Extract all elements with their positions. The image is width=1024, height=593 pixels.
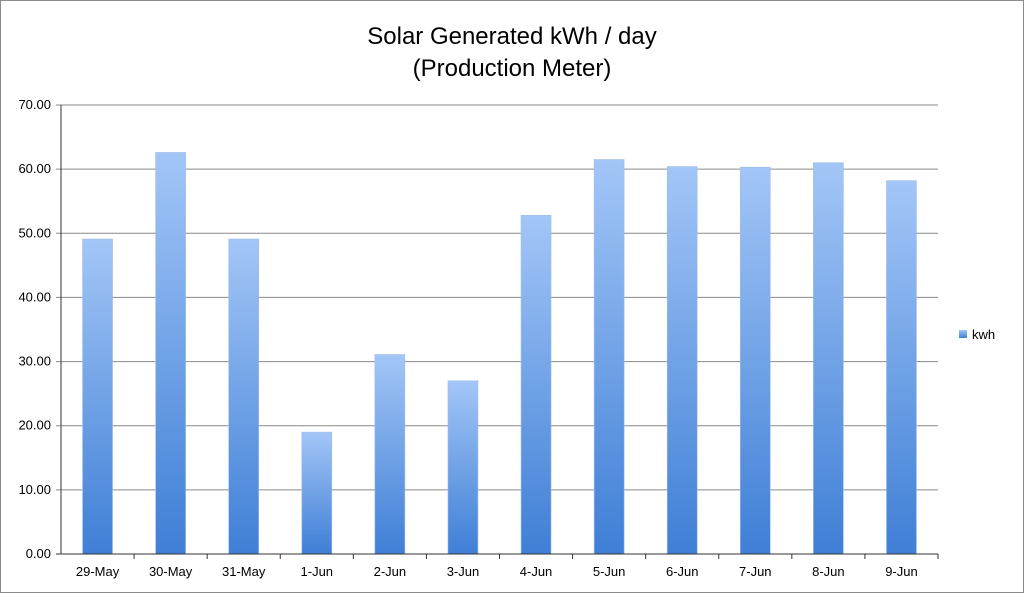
x-tick-label: 7-Jun (739, 564, 772, 579)
x-tick-label: 29-May (76, 564, 120, 579)
x-tick-label: 4-Jun (520, 564, 553, 579)
legend: kwh (959, 327, 995, 342)
gridlines (56, 104, 938, 555)
x-tick-label: 5-Jun (593, 564, 626, 579)
chart-subtitle: (Production Meter) (412, 55, 612, 82)
chart-title-block: Solar Generated kWh / day (Production Me… (1, 21, 1023, 85)
x-tick-label: 3-Jun (447, 564, 480, 579)
x-tick-label: 30-May (149, 564, 193, 579)
bar (593, 159, 625, 555)
legend-label: kwh (972, 327, 995, 342)
x-tick-label: 9-Jun (885, 564, 918, 579)
legend-swatch (959, 330, 967, 338)
x-tick-label: 8-Jun (812, 564, 845, 579)
x-tick-label: 2-Jun (374, 564, 407, 579)
y-tick-label: 30.00 (18, 354, 51, 369)
bar (666, 166, 698, 555)
chart-title: Solar Generated kWh / day (367, 23, 657, 50)
bar (447, 380, 479, 555)
x-axis-tick-labels: 29-May 30-May 31-May 1-Jun 2-Jun 3-Jun 4-Jun 5-… (76, 554, 939, 579)
y-tick-label: 10.00 (18, 482, 51, 497)
axes (56, 105, 938, 555)
y-tick-label: 40.00 (18, 289, 51, 304)
bars (82, 152, 917, 555)
x-tick-label: 6-Jun (666, 564, 699, 579)
y-tick-label: 70.00 (18, 97, 51, 112)
bar (228, 238, 259, 555)
bar (886, 180, 917, 555)
x-tick-label: 1-Jun (301, 564, 334, 579)
bar (813, 162, 844, 555)
bar (740, 166, 771, 555)
bar (301, 431, 333, 555)
bar (155, 152, 186, 555)
y-tick-label: 60.00 (18, 161, 51, 176)
y-tick-label: 50.00 (18, 225, 51, 240)
y-tick-label: 20.00 (18, 418, 51, 433)
y-axis-tick-labels: 0.00 10.00 20.00 30.00 40.00 50.00 60.00 70.00 (18, 97, 51, 561)
y-tick-label: 0.00 (26, 546, 51, 561)
bar (82, 238, 113, 555)
bar (520, 215, 552, 555)
x-tick-label: 31-May (222, 564, 266, 579)
bar (374, 354, 406, 555)
